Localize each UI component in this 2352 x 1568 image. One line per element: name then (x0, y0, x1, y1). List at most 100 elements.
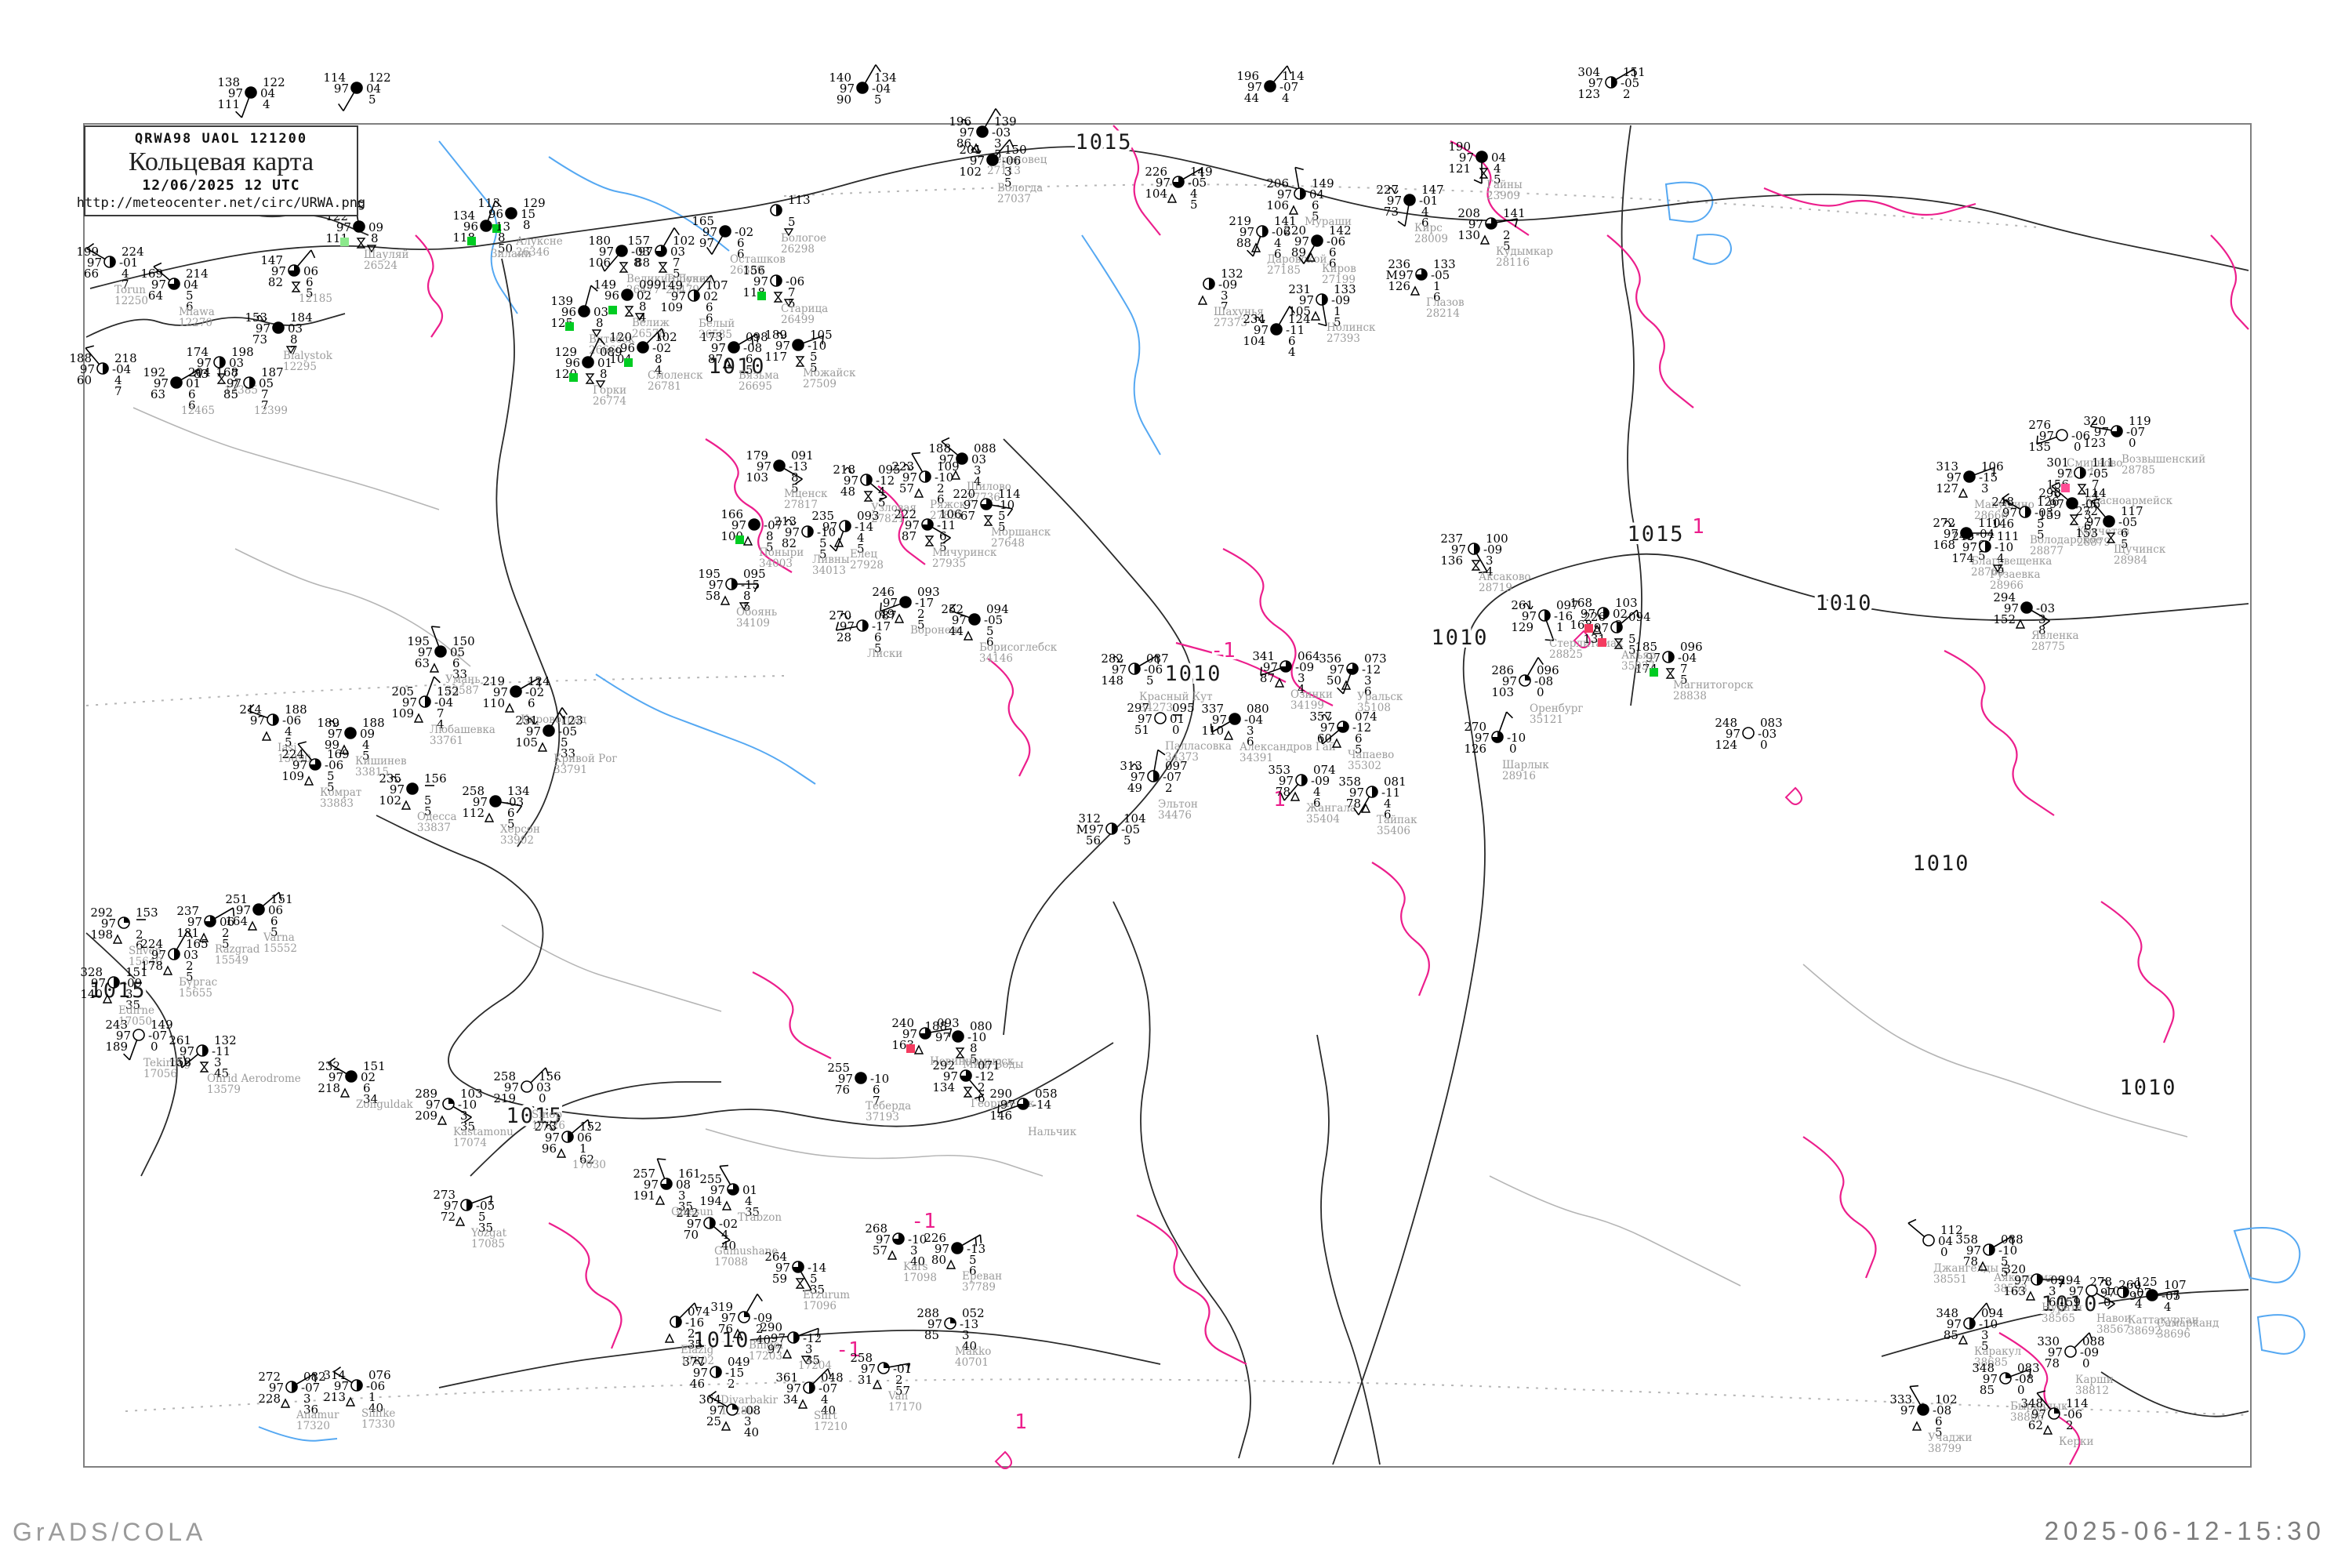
station-id: 17170 (888, 1401, 922, 1414)
wind-barb-icon (262, 891, 280, 907)
station-value: -04 (112, 362, 131, 376)
station-value: 278 (2089, 1275, 2112, 1289)
station-value: 90 (837, 93, 851, 107)
cumulus-symbol-icon (1410, 285, 1421, 296)
station-value: 243 (105, 1018, 128, 1032)
station-id: 38551 (1933, 1273, 1967, 1286)
station-id: 15655 (179, 987, 212, 1000)
station-value: -10 (935, 470, 953, 485)
station-value: 110 (482, 696, 505, 710)
hourglass-symbol-icon (624, 306, 634, 317)
station-value: 4 (1298, 682, 1305, 696)
station-value: -06 (2063, 1407, 2082, 1421)
station-value: 4 (878, 485, 886, 499)
station-value: 97 (1726, 727, 1740, 741)
station-value: 168 (216, 365, 238, 379)
cumulus-symbol-icon (1958, 1334, 1969, 1345)
station-value: 151 (1623, 65, 1646, 79)
station-id: 12295 (283, 361, 317, 373)
station-value: 3 (125, 987, 133, 1001)
station-value: 341 (1252, 649, 1275, 663)
cloud-cover-fill (845, 521, 851, 532)
station-value: 234 (1243, 312, 1265, 326)
station-value: 8 (766, 529, 774, 543)
cumulus-symbol-icon (913, 488, 924, 498)
wind-barb-icon (328, 1062, 347, 1075)
isobar-border-line (438, 1329, 1161, 1388)
station-value: 126 (1388, 279, 1410, 293)
station-value: 272 (1933, 516, 1955, 530)
wind-feather (751, 336, 754, 346)
station-value: 97 (1277, 187, 1292, 201)
wind-feather (598, 337, 606, 346)
station-value: 5 (2001, 1265, 2009, 1279)
station-value: 8 (2038, 623, 2046, 637)
bulletin-header: QRWA98 UAOL 121200 (134, 130, 308, 147)
station-value: 189 (764, 328, 787, 342)
station-value: -09 (1311, 774, 1330, 788)
station-value: 2 (186, 959, 194, 973)
cloud-cover-fill (793, 339, 804, 350)
station-value: 146 (1991, 517, 2014, 531)
hourglass-symbol-icon (963, 1087, 973, 1098)
precip-square (565, 322, 574, 331)
wind-barb-icon (1974, 466, 1995, 476)
station-value: 78 (2045, 1356, 2060, 1370)
wind-barb-icon (803, 335, 824, 344)
station-value: 087 (874, 608, 897, 622)
station-value: 189 (317, 716, 339, 730)
station-value: 97 (418, 645, 433, 659)
station-id: 34391 (1240, 752, 1273, 764)
station-value: 35 (460, 1120, 475, 1134)
station-value: 3 (805, 1342, 813, 1356)
river-line (258, 1426, 338, 1442)
station-value: 097 (1165, 759, 1188, 773)
station-id: 28666 (1974, 510, 2008, 522)
station-value: -10 (967, 1030, 986, 1044)
wave-symbol-icon (1112, 655, 1123, 663)
wave-symbol-icon (971, 147, 982, 154)
wind-barb-icon (836, 626, 858, 631)
station-value: -11 (937, 518, 956, 532)
station-value: 6 (306, 275, 314, 289)
cloud-cover-fill (2123, 1287, 2129, 1298)
front-isallobar-line (877, 485, 926, 565)
front-marker-diamond (994, 1450, 1012, 1469)
station-value: 8 (633, 256, 641, 270)
station-value: 97 (91, 976, 106, 990)
wind-feather (1289, 306, 1295, 314)
station-value: 97 (390, 782, 405, 797)
cumulus-symbol-icon (112, 934, 123, 944)
station-value: 57 (895, 1384, 910, 1398)
station-value: 226 (1145, 165, 1167, 179)
cloud-cover-fill (425, 696, 430, 707)
hourglass-symbol-icon (356, 238, 366, 249)
precip-square (2061, 484, 2070, 492)
station-name: Бологое (781, 232, 826, 245)
cloud-cover-fill (448, 1098, 454, 1104)
station-value: 6 (186, 299, 194, 314)
station-value: 333 (1889, 1392, 1912, 1406)
station-id: 26389 (730, 264, 764, 277)
station-value: 6 (873, 1083, 880, 1097)
precip-square (608, 306, 617, 314)
wind-feather (463, 1116, 472, 1123)
page-title: Кольцевая карта (128, 147, 314, 176)
cumulus-symbol-icon (261, 731, 272, 741)
station-value: 074 (688, 1305, 710, 1319)
station-name: Алуксне (516, 235, 563, 248)
station-id: 34273 (1139, 702, 1173, 714)
station-value: 5 (1312, 209, 1319, 223)
station-id: 13579 (207, 1083, 241, 1096)
wind-barb-icon (711, 235, 724, 255)
cloud-cover-fill (466, 1200, 472, 1210)
wind-barb-icon (571, 1119, 589, 1134)
cumulus-symbol-icon (504, 702, 515, 713)
station-value: 5 (1503, 239, 1511, 253)
wind-barb-icon (949, 609, 970, 619)
station-name: Бургас (179, 976, 217, 989)
station-value: 4 (721, 1228, 729, 1242)
